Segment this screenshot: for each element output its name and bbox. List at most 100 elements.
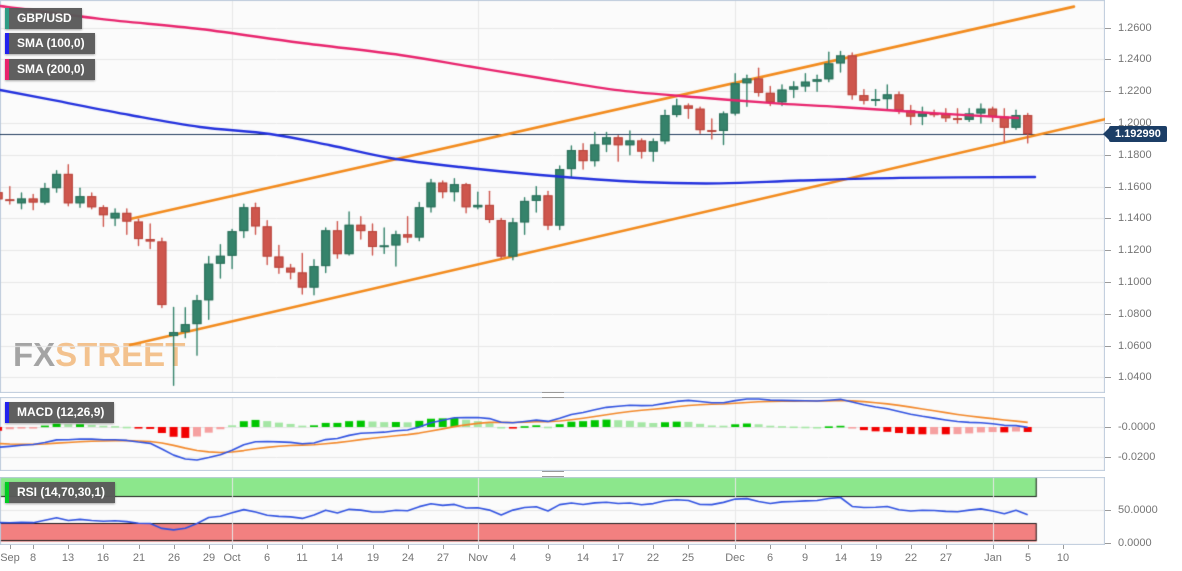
axis-tick <box>1105 28 1111 29</box>
axis-tick <box>1105 543 1111 544</box>
time-axis-label: 10 <box>1056 552 1070 564</box>
rsi-axis-label: 0.0000 <box>1118 537 1152 549</box>
time-axis-tick <box>103 545 104 549</box>
price-axis-label: 1.2400 <box>1118 53 1152 65</box>
sma100-legend-badge[interactable]: SMA (100,0) <box>5 33 95 54</box>
price-axis-label: 1.1800 <box>1118 149 1152 161</box>
time-axis-tick <box>10 545 11 549</box>
time-axis-tick <box>1063 545 1064 549</box>
symbol-label: GBP/USD <box>17 11 72 25</box>
time-axis-label: 6 <box>263 552 271 564</box>
time-axis-label: 24 <box>401 552 415 564</box>
axis-tick <box>1105 282 1111 283</box>
time-axis-tick <box>688 545 689 549</box>
time-axis-tick <box>1028 545 1029 549</box>
time-axis-label: 14 <box>576 552 590 564</box>
axis-tick <box>1105 314 1111 315</box>
axis-tick <box>1105 346 1111 347</box>
time-axis-label: Nov <box>468 552 488 564</box>
time-axis-label: 22 <box>646 552 660 564</box>
splitter-grip-icon[interactable] <box>542 471 564 477</box>
axis-tick <box>1105 377 1111 378</box>
time-axis-tick <box>805 545 806 549</box>
price-axis-label: 1.0600 <box>1118 340 1152 352</box>
axis-tick <box>1105 218 1111 219</box>
time-axis-tick <box>946 545 947 549</box>
symbol-legend-badge[interactable]: GBP/USD <box>5 8 82 29</box>
time-axis-label: 5 <box>1024 552 1032 564</box>
time-axis-tick <box>267 545 268 549</box>
time-axis-tick <box>583 545 584 549</box>
current-price-badge: 1.192990 <box>1103 126 1167 142</box>
time-axis-label: 25 <box>681 552 695 564</box>
rsi-legend-badge[interactable]: RSI (14,70,30,1) <box>5 482 116 503</box>
panel-splitter[interactable] <box>0 391 1105 398</box>
time-axis-tick <box>993 545 994 549</box>
axis-tick <box>1105 510 1111 511</box>
time-axis-tick <box>653 545 654 549</box>
macd-axis-label: -0.0000 <box>1118 421 1156 433</box>
time-axis-tick <box>68 545 69 549</box>
axis-tick <box>1105 91 1111 92</box>
time-axis-label: Dec <box>725 552 745 564</box>
time-axis-label: 17 <box>611 552 625 564</box>
price-badge-arrow-icon <box>1103 128 1109 140</box>
time-axis-label: 9 <box>544 552 552 564</box>
current-price-value: 1.192990 <box>1115 128 1161 140</box>
time-axis-tick <box>373 545 374 549</box>
macd-axis-label: -0.0200 <box>1118 451 1156 463</box>
axis-tick <box>1105 457 1111 458</box>
time-axis-label: 9 <box>801 552 809 564</box>
time-axis-label: 27 <box>939 552 953 564</box>
time-axis-tick <box>770 545 771 549</box>
time-axis-label: 16 <box>96 552 110 564</box>
time-axis-label: Oct <box>223 552 241 564</box>
panel-splitter[interactable] <box>0 470 1105 477</box>
time-axis-tick <box>33 545 34 549</box>
price-axis-label: 1.2200 <box>1118 85 1152 97</box>
price-axis-label: 1.2600 <box>1118 22 1152 34</box>
time-axis-label: 4 <box>509 552 517 564</box>
price-axis-label: 1.0800 <box>1118 308 1152 320</box>
macd-legend-badge[interactable]: MACD (12,26,9) <box>5 402 115 423</box>
time-axis-tick <box>337 545 338 549</box>
splitter-grip-icon[interactable] <box>542 392 564 398</box>
axis-tick <box>1105 155 1111 156</box>
time-axis-label: 27 <box>436 552 450 564</box>
time-axis-label: 8 <box>29 552 37 564</box>
time-axis-tick <box>513 545 514 549</box>
axis-tick <box>1105 250 1111 251</box>
macd-panel-canvas[interactable] <box>0 397 1105 471</box>
time-axis-tick <box>841 545 842 549</box>
time-axis-tick <box>174 545 175 549</box>
sma200-legend-badge[interactable]: SMA (200,0) <box>5 59 95 80</box>
time-axis-tick <box>139 545 140 549</box>
price-axis[interactable]: 1.2600 1.2400 1.2200 1.2000 1.1800 1.1600 1.14… <box>1105 0 1182 571</box>
time-axis-tick <box>302 545 303 549</box>
axis-tick <box>1105 123 1111 124</box>
price-axis-label: 1.1600 <box>1118 181 1152 193</box>
time-axis[interactable]: Sep 8 13 16 21 26 29 Oct 6 11 14 19 24 27 Nov 4 9 14 17 22 2… <box>0 545 1182 571</box>
price-axis-label: 1.0400 <box>1118 371 1152 383</box>
price-axis-label: 1.1000 <box>1118 276 1152 288</box>
time-axis-tick <box>735 545 736 549</box>
time-axis-label: 19 <box>869 552 883 564</box>
time-axis-tick <box>618 545 619 549</box>
price-panel-canvas[interactable] <box>0 0 1105 393</box>
time-axis-label: Jan <box>984 552 1002 564</box>
sma100-label: SMA (100,0) <box>17 36 85 50</box>
axis-tick <box>1105 59 1111 60</box>
macd-label: MACD (12,26,9) <box>17 405 105 419</box>
time-axis-tick <box>548 545 549 549</box>
time-axis-label: 21 <box>132 552 146 564</box>
time-axis-tick <box>232 545 233 549</box>
price-axis-label: 1.1200 <box>1118 244 1152 256</box>
rsi-label: RSI (14,70,30,1) <box>17 485 106 499</box>
time-axis-tick <box>443 545 444 549</box>
axis-tick <box>1105 187 1111 188</box>
time-axis-tick <box>876 545 877 549</box>
time-axis-label: 6 <box>766 552 774 564</box>
time-axis-label: 19 <box>366 552 380 564</box>
rsi-panel-canvas[interactable] <box>0 477 1105 545</box>
